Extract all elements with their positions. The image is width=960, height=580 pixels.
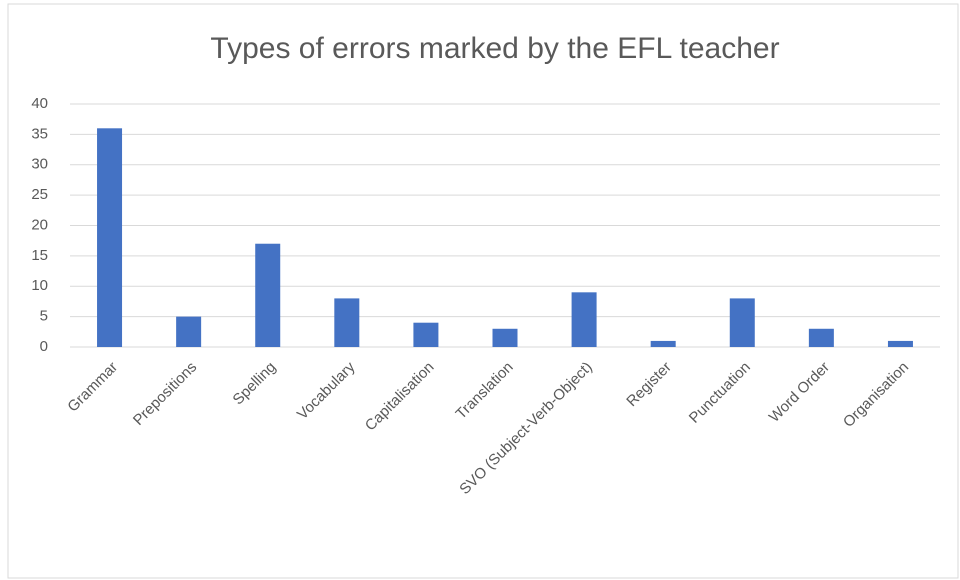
bar <box>729 298 755 347</box>
bar <box>492 328 518 347</box>
y-tick-label: 35 <box>31 125 48 142</box>
bar <box>887 340 913 347</box>
y-tick-label: 25 <box>31 186 48 203</box>
bar <box>97 128 123 347</box>
y-tick-label: 10 <box>31 277 48 294</box>
bar <box>650 340 676 347</box>
y-tick-label: 5 <box>40 308 48 325</box>
chart-frame <box>7 3 959 579</box>
bar <box>176 316 202 347</box>
chart-title: Types of errors marked by the EFL teache… <box>210 32 779 65</box>
y-tick-label: 0 <box>40 338 48 355</box>
y-tick-label: 40 <box>31 95 48 112</box>
y-tick-label: 15 <box>31 247 48 264</box>
bar <box>334 298 360 347</box>
bar <box>571 292 597 347</box>
y-tick-label: 20 <box>31 216 48 233</box>
y-tick-label: 30 <box>31 156 48 173</box>
bar <box>255 243 281 347</box>
bar <box>808 328 834 347</box>
bar <box>413 322 439 347</box>
